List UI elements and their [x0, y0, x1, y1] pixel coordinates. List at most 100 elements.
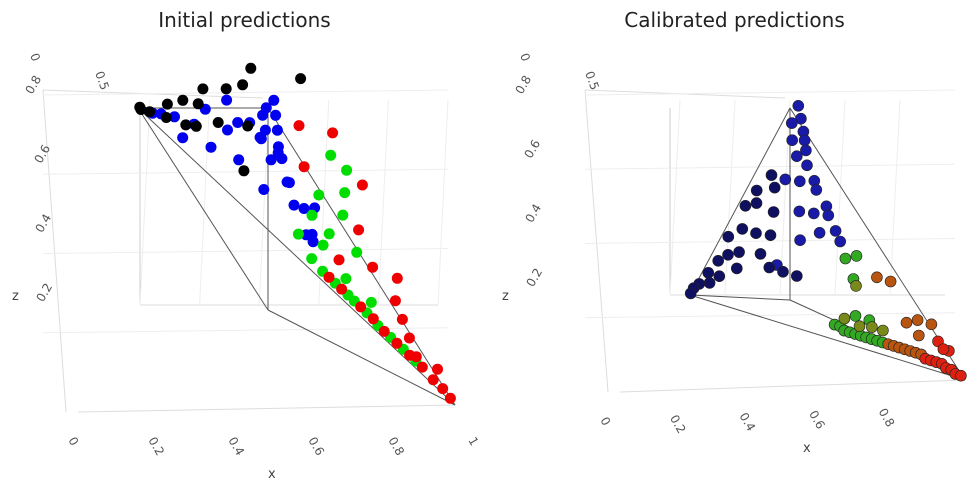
data-point	[238, 165, 250, 177]
initial-predictions-chart: Initial predictions 0 0.2 0.4 0.6 0.8 1 0 0.5 0.…	[0, 0, 489, 479]
data-point	[333, 254, 345, 266]
data-point	[336, 283, 348, 295]
x-axis-title: x	[268, 467, 276, 479]
data-point	[353, 224, 365, 236]
x-tick-label: 0.2	[145, 435, 167, 459]
z-tick-label: 0.8	[22, 73, 44, 97]
x-tick-label: 0.4	[737, 410, 759, 434]
data-point	[160, 112, 172, 123]
data-point	[853, 320, 866, 333]
data-point	[288, 199, 300, 211]
data-point	[790, 270, 803, 282]
data-point	[777, 265, 789, 278]
data-points	[134, 62, 456, 404]
data-point	[786, 134, 799, 146]
3d-scatter-plot[interactable]: 0 0.2 0.4 0.6 0.8 100.50.20.40.60.8zx	[0, 0, 489, 479]
data-point	[722, 249, 734, 261]
data-point	[410, 351, 422, 363]
simplex-edges	[137, 107, 456, 406]
x-tick-labels: 0 0.2 0.4 0.6 0.8	[597, 406, 897, 436]
data-point	[169, 111, 180, 123]
simplex-edges	[689, 107, 966, 381]
x-tick-label: 0.2	[667, 412, 689, 436]
data-point	[792, 100, 805, 112]
data-point	[849, 310, 862, 322]
data-point	[703, 277, 716, 289]
data-point	[271, 124, 283, 136]
data-point	[180, 119, 192, 131]
data-point	[257, 109, 269, 121]
3d-scatter-plot[interactable]: 0 0.2 0.4 0.6 0.800.50.20.40.60.8zx	[490, 0, 979, 479]
data-point	[313, 189, 325, 201]
x-tick-labels: 0 0.2 0.4 0.6 0.8 1	[65, 435, 481, 459]
data-point	[197, 83, 209, 95]
data-point	[432, 363, 443, 375]
z-axis-title: z	[502, 289, 509, 304]
data-point	[937, 343, 950, 356]
data-point	[192, 98, 204, 110]
data-point	[367, 261, 379, 273]
data-point	[268, 94, 280, 106]
data-point	[403, 332, 415, 344]
data-point	[396, 313, 408, 325]
data-point	[850, 250, 863, 262]
data-point	[389, 295, 401, 307]
y-tick-labels: 00.5	[517, 51, 602, 92]
x-tick-label: 0	[65, 435, 81, 449]
data-point	[807, 207, 820, 220]
z-tick-label: 0.2	[33, 281, 55, 305]
data-point	[427, 374, 439, 386]
data-point	[212, 117, 224, 128]
z-tick-labels: 0.2 0.4 0.6 0.8	[512, 73, 545, 289]
data-point	[416, 361, 428, 373]
z-tick-label: 0.2	[523, 266, 545, 290]
y-tick-label: 0	[517, 51, 533, 63]
data-point	[177, 132, 189, 144]
chart-title: Calibrated predictions	[624, 8, 845, 32]
data-point	[292, 228, 304, 240]
data-point	[733, 246, 745, 258]
data-point	[765, 169, 778, 181]
data-point	[785, 117, 798, 129]
z-tick-label: 0.4	[32, 211, 54, 235]
data-point	[871, 271, 883, 284]
data-point	[232, 117, 244, 128]
data-point	[834, 235, 847, 248]
data-point	[713, 270, 726, 283]
data-point	[339, 187, 351, 199]
data-point	[177, 94, 189, 106]
data-point	[911, 314, 924, 326]
chart-title: Initial predictions	[158, 8, 331, 32]
data-point	[925, 318, 938, 331]
data-point	[444, 392, 456, 404]
data-point	[850, 280, 862, 292]
data-point	[323, 228, 335, 240]
data-point	[800, 144, 812, 157]
y-tick-label: 0.5	[582, 69, 602, 92]
data-point	[306, 253, 318, 265]
data-point	[265, 154, 277, 166]
data-point	[794, 234, 806, 246]
data-point	[270, 109, 282, 121]
data-point	[739, 200, 752, 212]
data-point	[779, 173, 792, 186]
data-point	[722, 230, 735, 243]
data-point	[884, 275, 897, 288]
data-point	[237, 79, 249, 91]
data-point	[900, 316, 913, 329]
x-tick-label: 0.8	[876, 406, 898, 430]
data-point	[222, 124, 233, 136]
x-tick-label: 0.6	[305, 435, 327, 459]
data-point	[736, 223, 749, 235]
data-point	[750, 184, 763, 197]
grid-lines	[584, 89, 966, 393]
data-point	[378, 325, 390, 337]
data-point	[255, 133, 267, 145]
data-point	[340, 273, 352, 285]
data-point	[702, 266, 715, 279]
data-point	[813, 227, 826, 239]
data-point	[391, 272, 403, 284]
data-point	[877, 324, 889, 337]
data-point	[763, 261, 776, 274]
data-point	[750, 227, 762, 239]
